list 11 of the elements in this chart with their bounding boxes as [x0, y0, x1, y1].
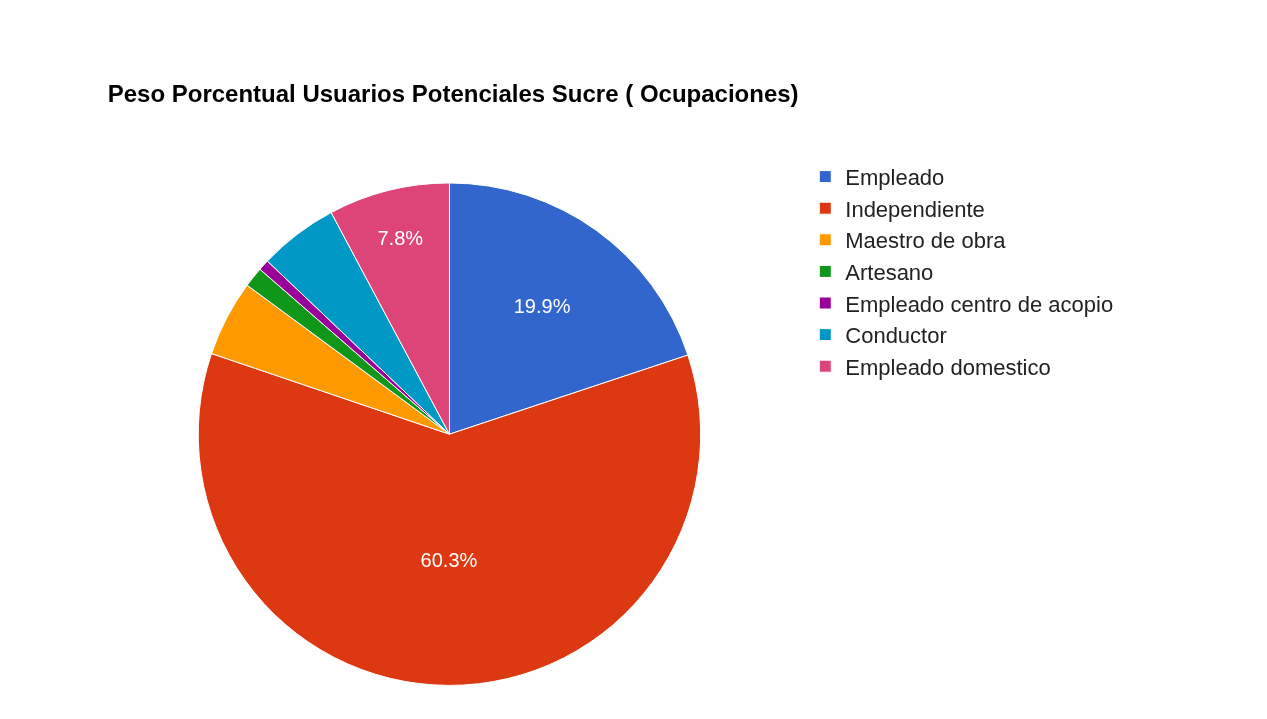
- data-label: 19.9%: [513, 294, 571, 317]
- chart-title: Peso Porcentual Usuarios Potenciales Sucre ( Ocupaciones): [107, 79, 799, 107]
- data-label: 7.8%: [377, 227, 424, 250]
- data-label: 60.3%: [420, 548, 478, 571]
- legend-label: Empleado domestico: [845, 354, 1051, 380]
- legend-label: Conductor: [845, 323, 947, 349]
- legend-label: Empleado: [845, 165, 945, 191]
- legend-label: Maestro de obra: [845, 228, 1007, 254]
- legend-label: Independiente: [845, 196, 985, 222]
- legend-label: Artesano: [845, 259, 934, 285]
- legend-label: Empleado centro de acopio: [845, 291, 1114, 317]
